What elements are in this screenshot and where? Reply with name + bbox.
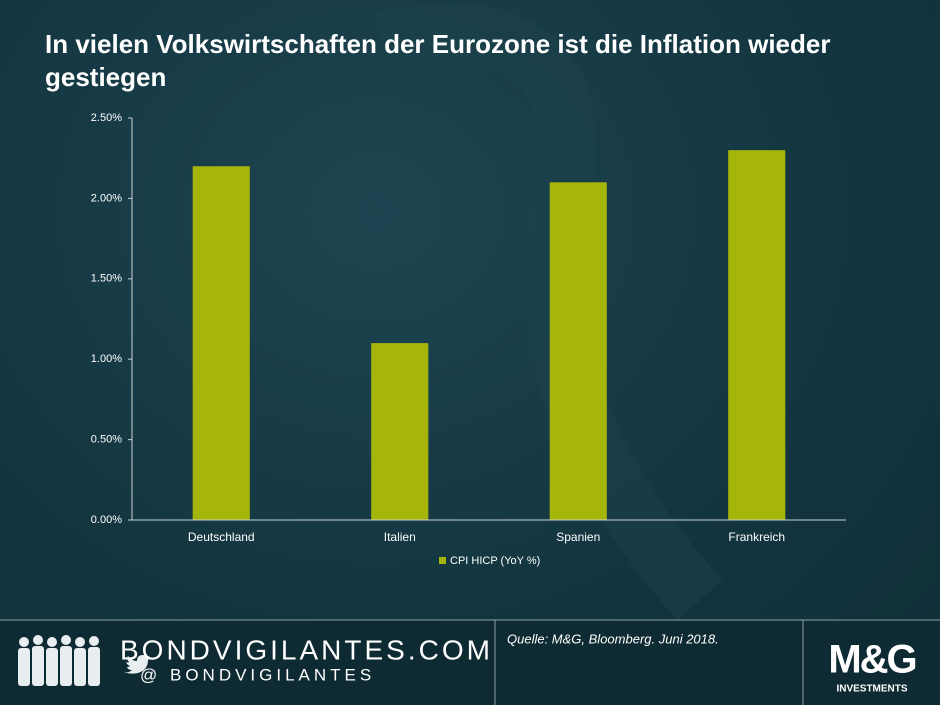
footer-site: BONDVIGILANTES.COM bbox=[120, 634, 493, 665]
chart-title: In vielen Volkswirtschaften der Eurozone… bbox=[45, 29, 831, 92]
bar bbox=[192, 166, 250, 521]
x-tick-label: Frankreich bbox=[728, 530, 785, 544]
footer-source: Quelle: M&G, Bloomberg. Juni 2018. bbox=[507, 631, 719, 646]
y-tick-label: 0.00% bbox=[91, 514, 122, 526]
x-tick-label: Italien bbox=[384, 530, 416, 544]
bar bbox=[549, 182, 607, 520]
people-icon bbox=[18, 635, 100, 686]
logo-sub: INVESTMENTS bbox=[836, 684, 907, 695]
twitter-icon bbox=[122, 655, 150, 674]
y-tick-label: 2.00% bbox=[91, 192, 122, 204]
y-tick-label: 1.50% bbox=[91, 273, 122, 285]
x-tick-label: Deutschland bbox=[188, 530, 255, 544]
logo-brand: M&G bbox=[828, 638, 915, 682]
y-tick-label: 1.00% bbox=[91, 353, 122, 365]
footer-handle: @ BONDVIGILANTES bbox=[140, 665, 375, 684]
legend-label: CPI HICP (YoY %) bbox=[450, 555, 540, 567]
bar bbox=[728, 150, 786, 520]
y-tick-label: 2.50% bbox=[91, 112, 122, 124]
legend-swatch bbox=[439, 557, 446, 564]
x-tick-label: Spanien bbox=[556, 530, 600, 544]
y-tick-label: 0.50% bbox=[91, 434, 122, 446]
footer-band bbox=[0, 620, 940, 705]
bar bbox=[371, 343, 429, 520]
